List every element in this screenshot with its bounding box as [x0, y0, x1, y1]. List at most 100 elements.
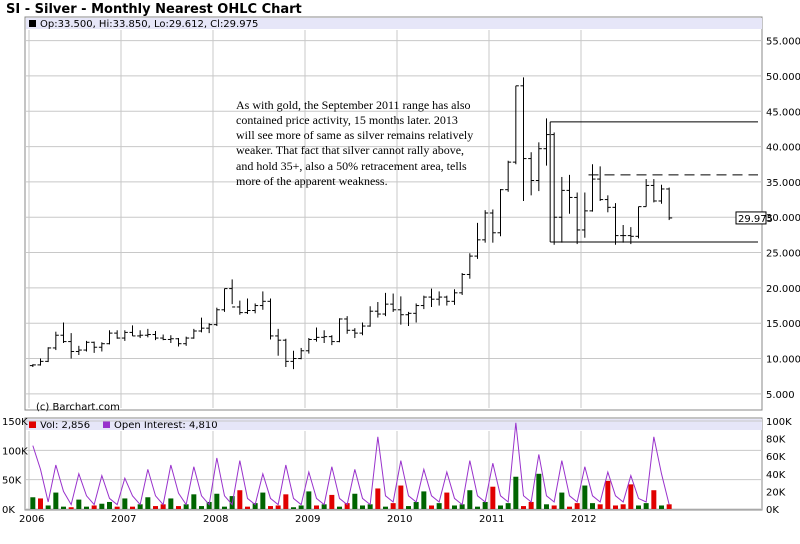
volume-bar — [628, 484, 634, 509]
ohlc-bar — [313, 327, 320, 342]
ohlc-bar — [75, 345, 82, 356]
ohlc-bar — [45, 347, 52, 363]
price-tick-label: 25.000 — [766, 249, 800, 260]
ohlc-bar — [635, 206, 642, 239]
volume-bar — [605, 480, 611, 509]
open-interest-tick-label: 100K — [766, 417, 792, 428]
chart-title: SI - Silver - Monthly Nearest OHLC Chart — [6, 2, 302, 17]
ohlc-bar — [290, 350, 297, 370]
volume-bar — [91, 505, 97, 509]
ohlc-bar — [68, 333, 75, 359]
annotation-line: more of the apparent weakness. — [236, 174, 388, 188]
ohlc-bar — [175, 338, 182, 347]
volume-bar — [99, 503, 105, 509]
vol-legend-swatch — [29, 421, 36, 428]
volume-bar — [406, 506, 411, 509]
ohlc-bar — [259, 291, 266, 310]
last-price-box — [735, 211, 767, 225]
volume-bar — [490, 486, 496, 509]
volume-bar — [383, 506, 388, 509]
volume-bar — [183, 504, 189, 509]
volume-bar — [283, 494, 289, 509]
volume-bar — [421, 491, 427, 509]
volume-bar — [444, 492, 450, 509]
volume-bar — [206, 501, 212, 509]
volume-bar — [436, 503, 442, 509]
ohlc-bar — [620, 225, 627, 243]
ohlc-bar — [374, 302, 381, 318]
volume-panel: Vol: 2,856 Open Interest: 4,810 0K 50K 100… — [2, 417, 792, 516]
ohlc-bar — [183, 336, 190, 346]
ohlc-bar — [520, 77, 527, 201]
annotation-line: will see more of same as silver remains … — [236, 128, 473, 142]
ohlc-bar — [129, 325, 136, 337]
ohlc-bar — [666, 187, 673, 221]
ohlc-bar — [206, 323, 213, 334]
volume-bar — [214, 493, 220, 509]
x-tick-label: 2007 — [111, 514, 136, 525]
ohlc-legend-swatch — [29, 20, 36, 27]
volume-bar — [268, 506, 273, 509]
volume-bar — [398, 485, 404, 509]
volume-bar — [597, 504, 603, 509]
volume-bar — [505, 503, 511, 509]
open-interest-y-axis: 0K 20K 40K 60K 80K 100K — [766, 417, 792, 516]
ohlc-bars — [29, 77, 673, 370]
volume-bar — [559, 492, 565, 509]
volume-bar — [38, 498, 43, 509]
ohlc-bar — [505, 160, 512, 192]
price-panel: Op:33.500, Hi:33.850, Lo:29.612, Cl:29.9… — [24, 16, 800, 413]
ohlc-bar — [114, 330, 121, 339]
ohlc-bar — [152, 330, 159, 341]
ohlc-bar — [190, 328, 197, 339]
ohlc-bar — [405, 311, 412, 327]
ohlc-bar — [91, 341, 98, 353]
ohlc-bar — [482, 210, 489, 243]
open-interest-tick-label: 0K — [766, 505, 779, 516]
volume-bar — [298, 505, 304, 509]
price-grid — [26, 30, 762, 408]
ohlc-bar — [359, 322, 366, 336]
volume-bar — [337, 506, 342, 509]
price-tick-label: 40.000 — [766, 143, 800, 154]
ohlc-bar — [60, 322, 67, 343]
last-price-label: 29.975 — [738, 214, 773, 225]
volume-bar — [107, 501, 112, 509]
ohlc-bar — [244, 298, 251, 315]
x-tick-label: 2009 — [295, 514, 320, 525]
open-interest-tick-label: 80K — [766, 435, 786, 446]
ohlc-bar — [512, 85, 519, 165]
volume-bar — [306, 491, 312, 509]
volume-bar — [76, 499, 82, 509]
volume-bar — [53, 492, 59, 509]
copyright-label: (c) Barchart.com — [36, 402, 120, 413]
price-tick-label: 55.000 — [766, 37, 800, 48]
volume-bar — [275, 505, 281, 509]
volume-tick-label: 150K — [2, 417, 28, 428]
volume-bar — [666, 504, 672, 509]
ohlc-bar — [328, 335, 335, 346]
vol-readout: Vol: 2,856 — [40, 420, 90, 431]
ohlc-bar — [236, 300, 243, 315]
ohlc-bar — [83, 340, 90, 352]
annotation-line: As with gold, the September 2011 range h… — [236, 98, 471, 112]
volume-bar — [344, 503, 350, 509]
volume-tick-label: 50K — [2, 476, 22, 487]
ohlc-bar — [321, 330, 328, 343]
volume-bar — [84, 506, 89, 509]
volume-bar — [314, 505, 319, 509]
open-interest-tick-label: 40K — [766, 470, 786, 481]
volume-bar — [61, 506, 66, 509]
volume-bar — [613, 505, 618, 509]
volume-bar — [574, 503, 580, 509]
last-price-tag: 29.975 — [735, 211, 773, 225]
x-tick-label: 2006 — [19, 514, 44, 525]
volume-bar — [160, 504, 166, 509]
volume-header-band — [26, 419, 762, 430]
ohlc-bar — [382, 292, 389, 317]
volume-bar — [329, 494, 335, 509]
x-tick-label: 2011 — [479, 514, 504, 525]
ohlc-bar — [106, 330, 113, 345]
ohlc-bar — [436, 291, 443, 306]
